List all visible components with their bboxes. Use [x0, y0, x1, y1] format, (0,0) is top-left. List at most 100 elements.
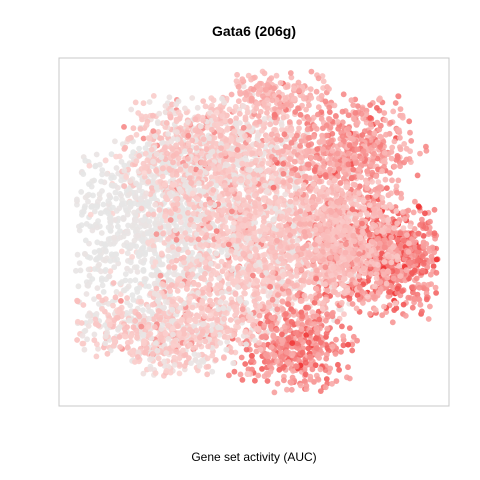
cell-point [119, 279, 125, 285]
cell-point [280, 170, 287, 177]
cell-point [169, 101, 175, 108]
cell-point [127, 177, 134, 184]
cell-point [225, 262, 232, 269]
cell-point [133, 131, 140, 138]
cell-point [248, 95, 255, 102]
cell-point [298, 154, 304, 161]
cell-point [340, 342, 347, 349]
cell-point [178, 219, 184, 226]
cell-point [206, 135, 212, 142]
cell-point [94, 285, 101, 291]
cell-point [394, 285, 401, 292]
cell-point [108, 251, 115, 258]
cell-point [140, 244, 147, 251]
cell-point [265, 160, 272, 167]
cell-point [242, 155, 249, 162]
cell-point [188, 236, 194, 243]
cell-point [412, 244, 418, 251]
cell-point [367, 310, 373, 317]
cell-point [205, 165, 212, 172]
cell-point [143, 113, 149, 120]
cell-point [263, 86, 269, 93]
cell-point [329, 380, 335, 387]
cell-point [186, 201, 193, 207]
cell-point [288, 170, 295, 177]
cell-point [217, 127, 224, 133]
cell-point [431, 249, 438, 256]
cell-point [125, 222, 131, 229]
cell-point [94, 224, 100, 231]
cell-point [210, 242, 216, 249]
cell-point [173, 257, 180, 264]
cell-point [242, 229, 249, 236]
cell-point [400, 301, 407, 308]
cell-point [273, 136, 280, 143]
cell-point [318, 92, 325, 99]
cell-point [264, 82, 271, 88]
cell-point [339, 108, 346, 115]
cell-point [326, 116, 333, 123]
cell-point [135, 232, 141, 239]
cell-point [119, 201, 125, 207]
cell-point [74, 251, 81, 258]
cell-point [202, 201, 209, 208]
cell-point [348, 97, 355, 104]
cell-point [245, 189, 252, 195]
cell-point [127, 302, 134, 309]
cell-point [148, 146, 155, 153]
cell-point [136, 153, 143, 159]
cell-point [257, 228, 264, 235]
cell-point [231, 128, 238, 135]
cell-point [258, 142, 265, 149]
cell-point [85, 198, 91, 205]
cell-point [253, 157, 259, 164]
cell-point [131, 264, 138, 271]
cell-point [420, 253, 426, 260]
cell-point [124, 228, 131, 235]
cell-point [235, 265, 241, 271]
cell-point [354, 119, 361, 126]
cell-point [87, 254, 94, 261]
cell-point [233, 115, 240, 122]
cell-point [165, 236, 171, 242]
cell-point [82, 251, 88, 257]
cell-point [430, 263, 437, 270]
cell-point [278, 122, 285, 128]
cell-point [180, 254, 187, 261]
cell-point [269, 265, 275, 271]
cell-point [213, 182, 220, 189]
cell-point [252, 74, 258, 81]
cell-point [99, 282, 106, 289]
cell-point [120, 287, 127, 294]
cell-point [83, 221, 90, 227]
cell-point [244, 109, 251, 116]
cell-point [192, 155, 199, 162]
cell-point [371, 130, 378, 137]
cell-point [239, 76, 246, 83]
cell-point [312, 175, 319, 181]
cell-point [260, 122, 267, 128]
cell-point [229, 299, 236, 306]
cell-point [233, 244, 240, 251]
cell-point [383, 309, 390, 315]
cell-point [288, 132, 295, 138]
cell-point [253, 105, 260, 112]
cell-point [397, 243, 404, 249]
cell-point [353, 160, 359, 166]
cell-point [245, 221, 252, 227]
cell-point [109, 298, 116, 305]
cell-point [180, 177, 187, 183]
cell-point [231, 219, 237, 226]
cell-point [151, 247, 158, 254]
cell-point [394, 268, 400, 275]
cell-point [432, 284, 439, 291]
cell-point [146, 199, 153, 206]
cell-point [240, 250, 247, 257]
cell-point [250, 86, 257, 93]
cell-point [390, 108, 397, 115]
cell-point [386, 289, 392, 295]
cell-point [128, 106, 135, 113]
cell-point [213, 270, 220, 276]
cell-point [96, 247, 103, 254]
